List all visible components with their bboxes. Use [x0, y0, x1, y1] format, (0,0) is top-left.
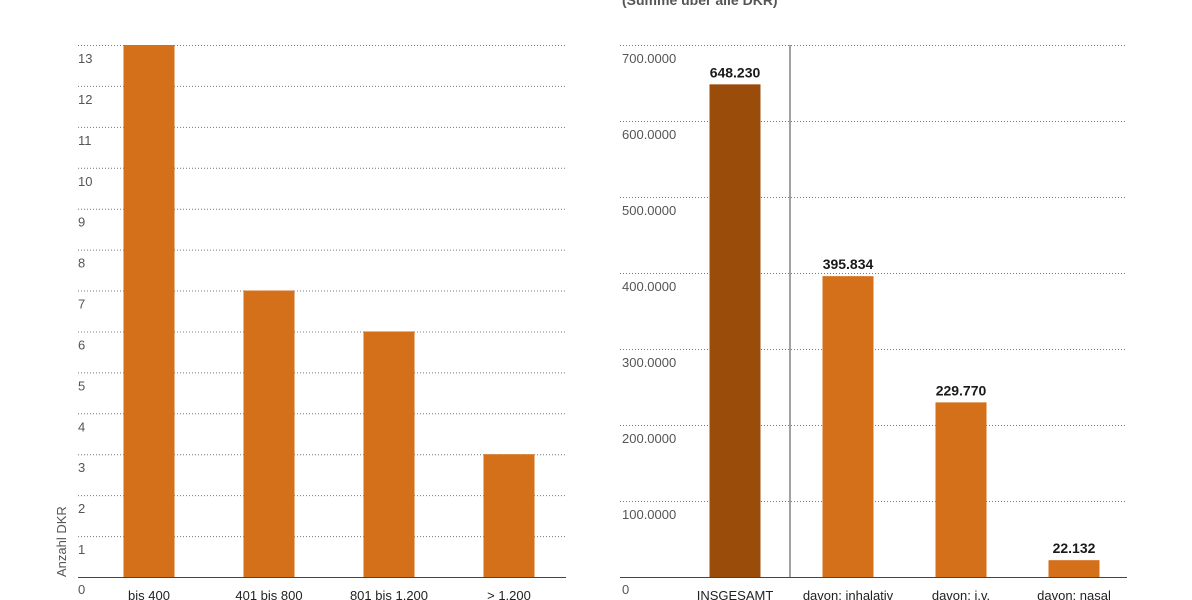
y-tick-label: 600.0000	[622, 127, 676, 142]
chart-2-title: (Summe über alle DKR)	[622, 0, 778, 8]
bar	[822, 276, 874, 577]
x-tick-label: INSGESAMT	[697, 588, 774, 600]
y-tick-label: 700.0000	[622, 51, 676, 66]
bar	[123, 45, 175, 577]
y-tick-label: 13	[78, 51, 92, 66]
y-tick-label: 12	[78, 92, 92, 107]
x-tick-label: davon: inhalativ	[803, 588, 894, 600]
bar	[935, 402, 987, 577]
x-tick-label: > 1.200	[487, 588, 531, 600]
x-tick-label: bis 400	[128, 588, 170, 600]
y-tick-label: 2	[78, 501, 85, 516]
y-tick-label: 3	[78, 460, 85, 475]
bar	[363, 331, 415, 577]
y-tick-label: 9	[78, 215, 85, 230]
y-tick-label: 5	[78, 378, 85, 393]
x-tick-label: 801 bis 1.200	[350, 588, 428, 600]
bar	[1048, 560, 1100, 577]
y-tick-label: 1	[78, 542, 85, 557]
x-tick-label: 401 bis 800	[235, 588, 302, 600]
y-tick-label: 8	[78, 256, 85, 271]
chart-2: 0 100.0000 200.0000 300.0000 400.0000 500.000…	[620, 45, 1127, 600]
y-axis-label: Anzahl DKR	[54, 506, 69, 577]
y-tick-label: 400.0000	[622, 279, 676, 294]
x-tick-label: davon: i.v.	[932, 588, 990, 600]
y-tick-label: 0	[78, 582, 85, 597]
y-tick-label: 6	[78, 337, 85, 352]
y-tick-label: 100.0000	[622, 507, 676, 522]
bar	[483, 454, 535, 577]
data-label: 395.834	[823, 256, 874, 272]
y-tick-label: 0	[622, 582, 629, 597]
y-tick-label: 10	[78, 174, 92, 189]
data-label: 648.230	[710, 64, 761, 80]
bar	[243, 290, 295, 577]
bar	[709, 84, 761, 577]
y-tick-label: 4	[78, 419, 85, 434]
y-tick-label: 11	[78, 133, 92, 148]
data-label: 229.770	[936, 382, 987, 398]
data-label: 22.132	[1053, 540, 1096, 556]
y-tick-label: 200.0000	[622, 431, 676, 446]
x-tick-label: davon: nasal	[1037, 588, 1111, 600]
y-tick-label: 7	[78, 297, 85, 312]
y-tick-label: 300.0000	[622, 355, 676, 370]
y-tick-label: 500.0000	[622, 203, 676, 218]
